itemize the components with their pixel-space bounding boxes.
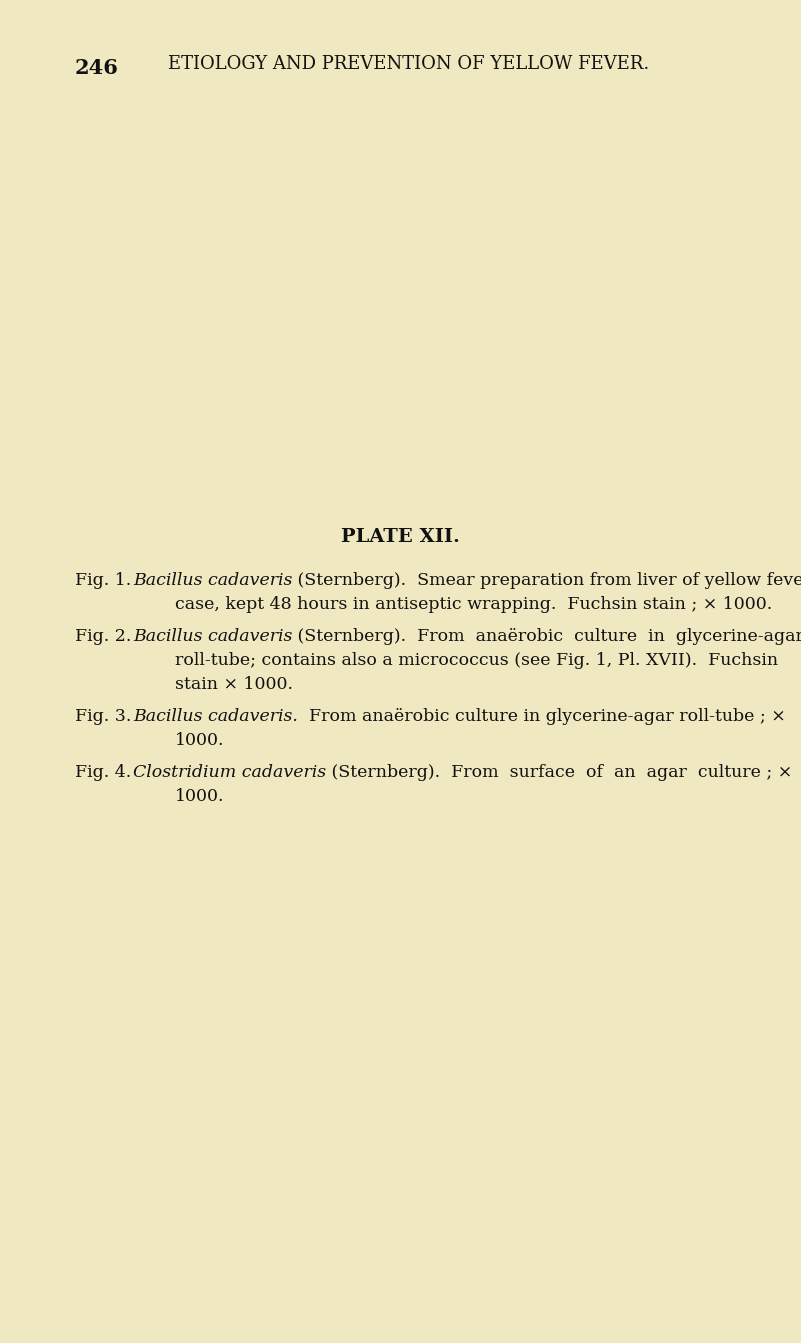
Text: (Sternberg).  From  anaërobic  culture  in  glycerine-agar: (Sternberg). From anaërobic culture in g… [292,629,801,645]
Text: Fig. 1.: Fig. 1. [75,572,131,590]
Text: stain × 1000.: stain × 1000. [175,676,293,693]
Text: Fig. 3.: Fig. 3. [75,708,131,725]
Text: Bacillus cadaveris: Bacillus cadaveris [133,572,292,590]
Text: (Sternberg).  Smear preparation from liver of yellow fever: (Sternberg). Smear preparation from live… [292,572,801,590]
Text: (Sternberg).  From  surface  of  an  agar  culture ; ×: (Sternberg). From surface of an agar cul… [326,764,792,782]
Text: PLATE XII.: PLATE XII. [340,528,460,547]
Text: Clostridium cadaveris: Clostridium cadaveris [133,764,326,782]
Text: Fig. 4.: Fig. 4. [75,764,131,782]
Text: 246: 246 [75,58,119,78]
Text: Bacillus cadaveris: Bacillus cadaveris [133,629,292,645]
Text: case, kept 48 hours in antiseptic wrapping.  Fuchsin stain ; × 1000.: case, kept 48 hours in antiseptic wrappi… [175,596,772,612]
Text: ETIOLOGY AND PREVENTION OF YELLOW FEVER.: ETIOLOGY AND PREVENTION OF YELLOW FEVER. [168,55,650,73]
Text: Bacillus cadaveris.: Bacillus cadaveris. [133,708,298,725]
Text: From anaërobic culture in glycerine-agar roll-tube ; ×: From anaërobic culture in glycerine-agar… [298,708,786,725]
Text: 1000.: 1000. [175,788,224,804]
Text: roll-tube; contains also a micrococcus (see Fig. 1, Pl. XVII).  Fuchsin: roll-tube; contains also a micrococcus (… [175,651,778,669]
Text: Fig. 2.: Fig. 2. [75,629,131,645]
Text: 1000.: 1000. [175,732,224,749]
